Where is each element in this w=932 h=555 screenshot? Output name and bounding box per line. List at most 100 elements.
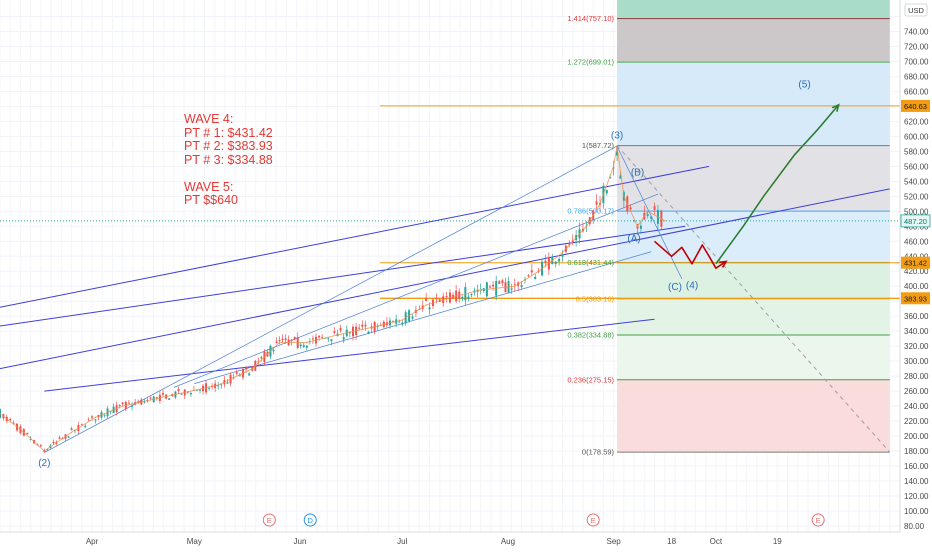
candle-body bbox=[619, 175, 622, 179]
x-tick-label: Aug bbox=[501, 537, 515, 546]
candle-body bbox=[26, 432, 29, 434]
candle-body bbox=[245, 367, 248, 370]
price-point bbox=[664, 220, 666, 222]
fib-zone bbox=[617, 62, 890, 146]
price-line bbox=[0, 145, 666, 452]
fib-label: 1.414(757.10) bbox=[567, 14, 614, 23]
y-tick-label: 120.00 bbox=[904, 492, 929, 501]
wave4-projection bbox=[653, 240, 727, 270]
candle-body bbox=[80, 423, 83, 425]
y-tick-label: 660.00 bbox=[904, 87, 929, 96]
event-marker-label: D bbox=[308, 516, 314, 525]
annotation-line: WAVE 5: bbox=[184, 179, 234, 194]
event-marker-label: E bbox=[591, 516, 596, 525]
projections bbox=[653, 103, 840, 270]
candle-body bbox=[299, 344, 302, 347]
price-point bbox=[623, 195, 625, 197]
price-point bbox=[251, 368, 253, 370]
candle-body bbox=[235, 372, 238, 374]
candle-body bbox=[327, 338, 330, 340]
candle-body bbox=[544, 260, 547, 263]
candle-body bbox=[612, 167, 615, 169]
candle-body bbox=[272, 350, 275, 352]
price-point bbox=[561, 251, 564, 254]
candle-body bbox=[208, 388, 211, 389]
candle-body bbox=[401, 322, 404, 325]
price-point bbox=[278, 341, 281, 344]
candle-body bbox=[398, 321, 401, 323]
price-point bbox=[660, 218, 662, 220]
price-point bbox=[401, 319, 403, 321]
price-tag-label: 487.20 bbox=[904, 217, 927, 226]
candle-body bbox=[199, 389, 201, 391]
candle-body bbox=[650, 216, 653, 219]
candle-body bbox=[260, 357, 263, 359]
candle-body bbox=[411, 316, 414, 319]
y-tick-label: 240.00 bbox=[904, 402, 929, 411]
candle-body bbox=[488, 286, 491, 288]
y-tick-label: 220.00 bbox=[904, 417, 929, 426]
fib-zone bbox=[617, 379, 890, 453]
wave5-projection bbox=[715, 104, 840, 265]
annotation-line: WAVE 4: bbox=[184, 112, 234, 126]
price-point bbox=[647, 210, 649, 212]
candle-body bbox=[616, 151, 619, 156]
price-tag-label: 431.42 bbox=[904, 259, 927, 268]
candle-body bbox=[248, 373, 251, 376]
candle-body bbox=[189, 393, 192, 395]
x-tick-label: Jun bbox=[294, 537, 307, 546]
fib-label: 0.382(334.88) bbox=[567, 331, 614, 340]
candle-body bbox=[127, 402, 130, 404]
x-tick-label: 18 bbox=[667, 537, 676, 546]
candle-body bbox=[143, 401, 146, 403]
fib-zone bbox=[617, 0, 890, 19]
y-tick-label: 140.00 bbox=[904, 477, 929, 486]
candle-body bbox=[177, 389, 180, 392]
candle-body bbox=[646, 214, 649, 217]
y-tick-label: 700.00 bbox=[904, 57, 929, 66]
y-tick-label: 340.00 bbox=[904, 327, 929, 336]
candle-body bbox=[554, 261, 557, 265]
candle-body bbox=[311, 338, 314, 340]
candle-body bbox=[324, 337, 327, 339]
price-tag-label: 640.63 bbox=[904, 102, 927, 111]
candle-body bbox=[330, 339, 333, 342]
candles bbox=[0, 146, 663, 453]
candle-body bbox=[513, 284, 516, 286]
candle-body bbox=[180, 393, 183, 395]
y-tick-label: 720.00 bbox=[904, 42, 929, 51]
fib-label: 0.5(383.16) bbox=[576, 294, 615, 303]
event-marker-label: E bbox=[267, 516, 272, 525]
price-point bbox=[156, 398, 158, 400]
candle-body bbox=[58, 437, 61, 439]
candle-body bbox=[520, 285, 523, 288]
y-tick-label: 520.00 bbox=[904, 192, 929, 201]
candle-body bbox=[498, 281, 501, 284]
candle-body bbox=[29, 438, 32, 440]
wave4-arrowhead bbox=[719, 260, 728, 268]
wave-labels: (2) (3) (B) (A) (C) (4) (5) bbox=[38, 80, 810, 469]
candle-body bbox=[445, 295, 448, 297]
candle-body bbox=[9, 419, 12, 421]
fib-zone bbox=[617, 335, 890, 380]
candle-body bbox=[137, 401, 140, 403]
wave-label: (B) bbox=[631, 167, 644, 178]
price-point bbox=[514, 285, 516, 287]
candle-body bbox=[561, 255, 564, 257]
candle-body bbox=[84, 425, 87, 428]
candle-body bbox=[118, 405, 121, 406]
x-tick-label: 19 bbox=[773, 537, 782, 546]
price-point bbox=[613, 165, 615, 167]
fan-line bbox=[173, 193, 659, 388]
fib-label: 0(178.59) bbox=[582, 448, 615, 457]
y-tick-label: 320.00 bbox=[904, 342, 929, 351]
candle-body bbox=[358, 327, 361, 329]
channel-line bbox=[0, 165, 710, 308]
x-tick-label: Apr bbox=[86, 537, 99, 546]
candle-body bbox=[376, 326, 379, 328]
candle-body bbox=[361, 324, 364, 327]
candle-body bbox=[278, 340, 281, 342]
candle-body bbox=[195, 390, 198, 392]
